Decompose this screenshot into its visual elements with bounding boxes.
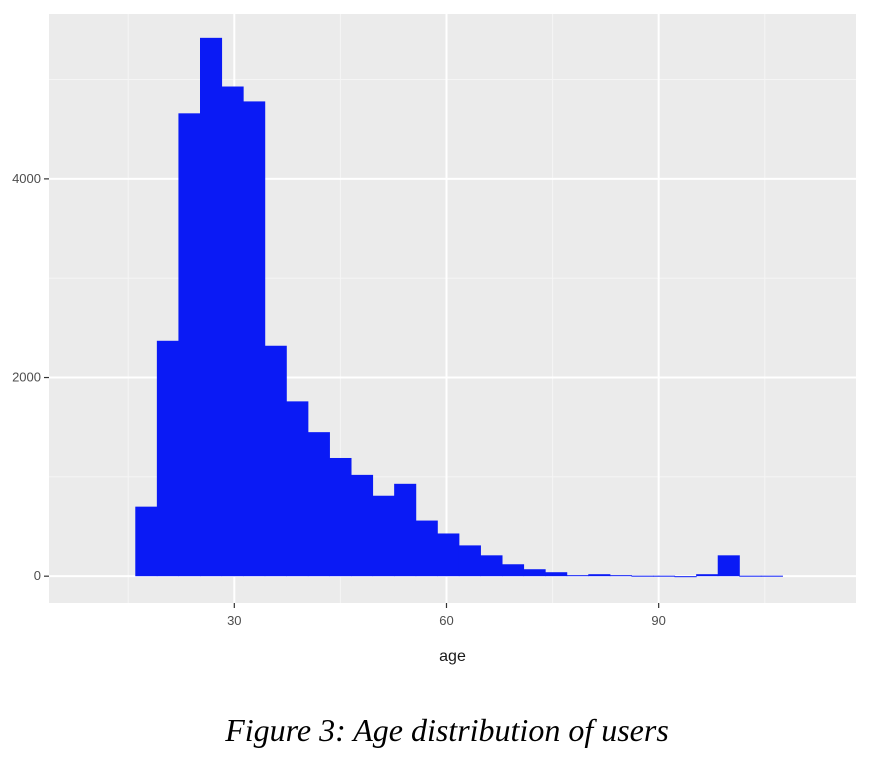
histogram-bar (394, 483, 417, 577)
histogram-bar (739, 575, 762, 577)
age-histogram-chart: 30 60 90 0 2000 4000 age (12, 14, 856, 665)
histogram-bar (609, 575, 632, 577)
x-tick-label: 90 (651, 613, 665, 628)
histogram-bar (696, 574, 719, 577)
histogram-bar (502, 564, 525, 577)
histogram-bar (243, 101, 266, 577)
y-tick-label: 4000 (12, 171, 41, 186)
histogram-bar (760, 575, 783, 577)
histogram-bar (458, 545, 481, 577)
histogram-bar (372, 495, 395, 577)
histogram-bar (351, 474, 374, 577)
figure-caption: Figure 3: Age distribution of users (225, 712, 669, 748)
histogram-bar (135, 506, 158, 577)
histogram-bar (286, 401, 309, 577)
histogram-bar (178, 113, 201, 577)
histogram-bar (674, 576, 697, 578)
histogram-bar (545, 572, 568, 577)
histogram-bar (631, 575, 654, 577)
x-axis-title: age (439, 648, 466, 665)
histogram-bar (221, 86, 244, 577)
histogram-bar (200, 37, 223, 577)
histogram-bar (264, 345, 287, 577)
histogram-bar (329, 457, 352, 577)
histogram-bar (717, 555, 740, 577)
histogram-bar (480, 555, 503, 577)
axes: 30 60 90 0 2000 4000 (12, 171, 666, 628)
x-tick-label: 60 (439, 613, 453, 628)
histogram-bar (307, 432, 330, 577)
histogram-bar (437, 533, 460, 577)
histogram-bar (415, 520, 438, 577)
histogram-bars (135, 37, 783, 578)
histogram-bar (156, 340, 179, 577)
histogram-bar (653, 575, 676, 577)
y-tick-label: 0 (34, 568, 41, 583)
y-tick-label: 2000 (12, 370, 41, 385)
histogram-bar (566, 575, 589, 577)
histogram-bar (523, 569, 546, 577)
histogram-bar (588, 574, 611, 577)
x-tick-label: 30 (227, 613, 241, 628)
